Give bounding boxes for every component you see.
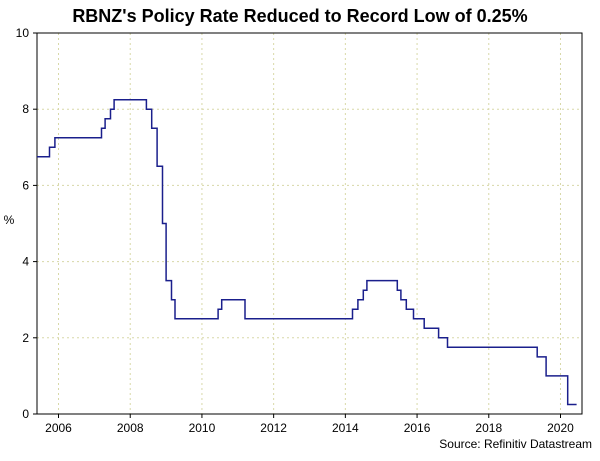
y-tick-label: 8 — [22, 102, 29, 116]
y-tick-label: 10 — [16, 26, 30, 40]
y-tick-label: 6 — [22, 178, 29, 192]
x-tick-label: 2006 — [45, 421, 72, 435]
y-axis-label: % — [4, 213, 15, 227]
grid — [37, 33, 582, 414]
plot-frame — [36, 32, 583, 415]
policy-rate-line — [37, 98, 577, 406]
x-tick-label: 2008 — [117, 421, 144, 435]
x-axis: 2006 2008 2010 2012 2014 2016 2018 2020 — [45, 414, 574, 435]
x-tick-label: 2016 — [404, 421, 431, 435]
source-note: Source: Refinitiv Datastream — [439, 437, 592, 451]
y-tick-label: 4 — [22, 255, 29, 269]
x-tick-label: 2020 — [547, 421, 574, 435]
y-tick-label: 0 — [22, 407, 29, 421]
x-tick-label: 2012 — [260, 421, 287, 435]
x-tick-label: 2010 — [189, 421, 216, 435]
chart-title: RBNZ's Policy Rate Reduced to Record Low… — [72, 6, 527, 26]
x-tick-label: 2018 — [475, 421, 502, 435]
x-tick-label: 2014 — [332, 421, 359, 435]
y-tick-label: 2 — [22, 331, 29, 345]
y-axis: 0 2 4 6 8 10 — [16, 26, 37, 421]
